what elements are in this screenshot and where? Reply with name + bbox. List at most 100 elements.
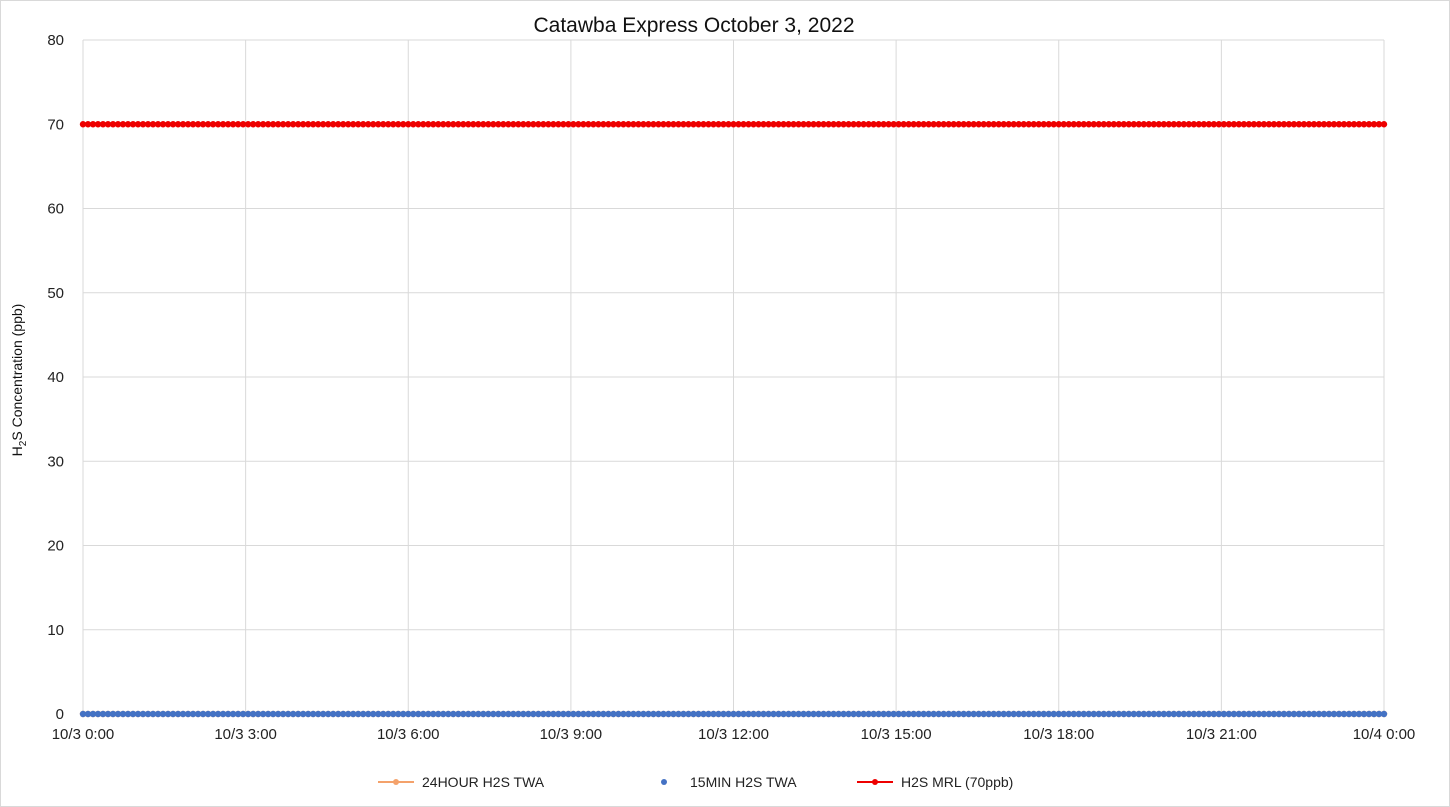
data-point [1245,710,1253,718]
data-point [319,121,327,128]
data-point [219,710,227,718]
data-point [1045,710,1052,718]
data-point [104,710,112,718]
data-point [385,710,392,718]
data-point [279,121,287,128]
data-point [1170,710,1178,718]
data-point [1345,121,1353,128]
data-point [785,710,792,718]
data-point [995,710,1002,718]
data-point [1300,121,1308,128]
data-point [1075,710,1082,718]
data-point [815,121,822,128]
data-point [995,121,1002,128]
data-point [1335,121,1343,128]
data-point [485,121,492,128]
data-point [645,121,652,128]
data-point [640,121,647,128]
data-point [810,121,817,128]
data-point [355,710,362,718]
data-point [420,121,427,128]
data-point [635,710,642,718]
data-point [1280,710,1288,718]
y-tick-label: 20 [47,538,64,555]
data-point [1310,121,1318,128]
data-point [840,710,847,718]
data-point [159,710,167,718]
data-point [1380,121,1388,128]
data-point [1360,710,1368,718]
data-point [780,121,787,128]
data-point [915,121,922,128]
data-point [324,121,332,128]
data-point [1255,710,1263,718]
data-point [955,121,962,128]
data-point [725,710,732,718]
data-point [530,121,537,128]
y-axis-ticks: 0 10 20 30 40 50 60 70 80 [47,32,64,723]
data-point [1265,710,1273,718]
data-point [880,121,887,128]
data-point [690,710,697,718]
data-point [795,121,802,128]
data-point [1145,710,1153,718]
data-point [380,121,387,128]
data-point [755,710,762,718]
data-point [199,121,207,128]
data-point [119,710,127,718]
data-point [660,710,667,718]
data-point [264,710,272,718]
data-point [615,710,622,718]
data-point [1250,710,1258,718]
data-point [340,710,347,718]
data-point [770,710,777,718]
data-point [1070,710,1077,718]
data-point [164,710,172,718]
data-point [1090,121,1097,128]
data-point [715,710,722,718]
data-point [224,121,232,128]
data-point [695,710,702,718]
data-point [1155,121,1163,128]
data-point [445,710,452,718]
data-point [1095,710,1102,718]
data-point [149,121,157,128]
data-point [269,121,277,128]
data-point [470,121,477,128]
data-point [1345,710,1353,718]
data-point [440,710,447,718]
data-point [1145,121,1153,128]
data-point [365,121,372,128]
data-point [299,121,307,128]
data-point [590,710,597,718]
data-point [124,710,132,718]
data-point [1160,121,1168,128]
data-point [199,710,207,718]
data-point [1365,710,1373,718]
legend-marker [872,779,878,785]
data-point [1180,710,1188,718]
data-point [485,710,492,718]
data-point [815,710,822,718]
data-point [390,710,397,718]
data-point [675,121,682,128]
data-point [845,121,852,128]
data-point [550,710,557,718]
data-point [1245,121,1253,128]
data-point [930,121,937,128]
data-point [955,710,962,718]
data-point [950,710,957,718]
data-point [1105,121,1112,128]
data-point [580,121,587,128]
data-point [1100,121,1107,128]
data-point [425,121,432,128]
data-point [104,121,112,128]
data-point [430,710,437,718]
data-point [1055,121,1062,128]
data-point [435,710,442,718]
data-point [1320,121,1328,128]
data-point [1110,710,1117,718]
data-point [284,710,292,718]
data-point [635,121,642,128]
data-point [530,710,537,718]
